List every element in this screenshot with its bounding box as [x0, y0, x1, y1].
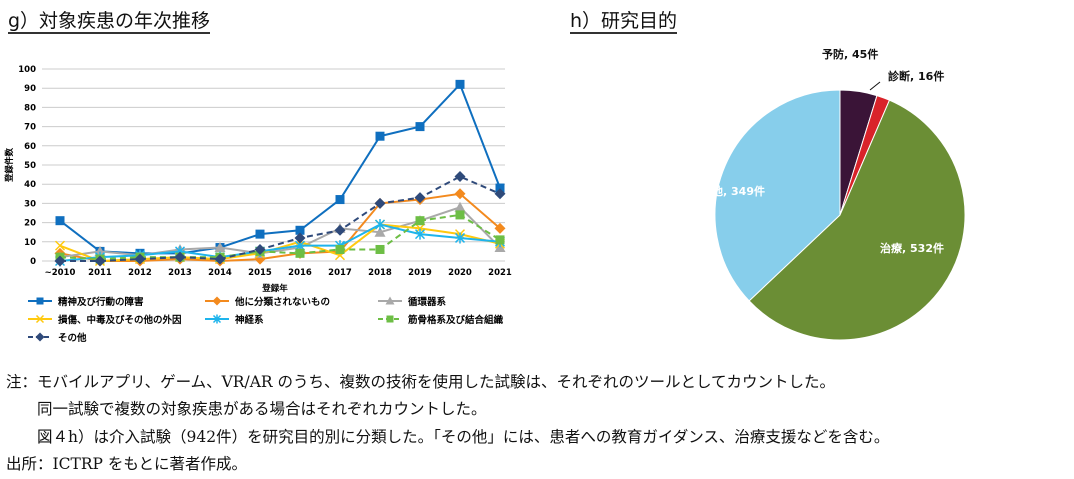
- x-tick-label: ~2010: [45, 268, 76, 278]
- note-2: 同一試験で複数の対象疾患がある場合はそれぞれカウントした。: [6, 400, 487, 418]
- data-point: [54, 240, 66, 251]
- data-point: [36, 297, 44, 305]
- data-point: [374, 219, 386, 231]
- data-point: [375, 131, 385, 141]
- series-line: [59, 223, 501, 262]
- data-point: [415, 216, 425, 226]
- data-point: [495, 235, 505, 245]
- data-point: [414, 228, 426, 240]
- data-point: [454, 188, 466, 200]
- y-tick-label: 100: [18, 65, 36, 75]
- x-tick-label: 2018: [368, 268, 392, 278]
- note-source: 出所：ICTRP をもとに著者作成。: [6, 455, 248, 473]
- data-point: [295, 225, 305, 235]
- data-point: [454, 171, 466, 183]
- data-point: [454, 232, 466, 244]
- legend-label: 筋骨格系及び結合組織: [407, 314, 504, 326]
- label-leader-line: [869, 81, 881, 91]
- note-1: 注：モバイルアプリ、ゲーム、VR/AR のうち、複数の技術を使用した試験は、それ…: [6, 373, 836, 391]
- line-chart-title: g）対象疾患の年次推移: [8, 6, 211, 34]
- data-point: [455, 210, 465, 220]
- x-tick-label: 2017: [328, 268, 352, 278]
- data-point: [334, 224, 346, 236]
- x-tick-label: 2020: [448, 268, 472, 278]
- data-point: [35, 314, 45, 324]
- pie-slice: [748, 99, 966, 341]
- x-tick-label: 2012: [128, 268, 152, 278]
- data-point: [174, 251, 186, 263]
- y-tick-label: 60: [24, 142, 36, 152]
- y-tick-label: 30: [24, 199, 36, 209]
- data-point: [294, 232, 306, 244]
- data-point: [495, 183, 505, 193]
- pie-label: その他, 349件: [690, 184, 765, 198]
- note-3: 図４h）は介入試験（942件）を研究目的別に分類した。「その他」には、患者への教…: [6, 428, 890, 446]
- y-tick-label: 20: [24, 219, 36, 229]
- series-line: [59, 213, 501, 261]
- x-tick-label: 2015: [248, 268, 272, 278]
- data-point: [374, 226, 386, 237]
- data-point: [35, 332, 45, 342]
- pie-label: 診断, 16件: [888, 69, 944, 83]
- y-tick-label: 90: [24, 84, 36, 94]
- data-point: [335, 195, 345, 205]
- y-tick-label: 10: [24, 238, 36, 248]
- data-point: [212, 296, 222, 306]
- series-line: [59, 82, 501, 255]
- data-point: [494, 188, 506, 200]
- legend-label: 他に分類されないもの: [234, 296, 330, 308]
- y-tick-label: 50: [24, 161, 36, 171]
- x-tick-label: 2016: [288, 268, 312, 278]
- legend-label: 損傷、中毒及びその他の外因: [58, 314, 182, 326]
- data-point: [255, 229, 265, 239]
- data-point: [385, 296, 395, 305]
- pie-chart-title-text: h）研究目的: [570, 10, 678, 34]
- x-tick-label: 2013: [168, 268, 192, 278]
- data-point: [254, 243, 266, 255]
- y-axis-label: 登録件数: [4, 148, 15, 184]
- y-tick-label: 80: [24, 103, 36, 113]
- x-tick-label: 2019: [408, 268, 432, 278]
- data-point: [295, 248, 305, 258]
- data-point: [134, 253, 146, 265]
- x-tick-label: 2011: [88, 268, 112, 278]
- pie-chart-title: h）研究目的: [570, 6, 678, 34]
- legend-label: 循環器系: [408, 296, 447, 308]
- x-tick-label: 2021: [488, 268, 512, 278]
- data-point: [214, 242, 226, 253]
- data-point: [386, 315, 394, 323]
- series-line: [59, 192, 501, 263]
- pie-label: 予防, 45件: [822, 47, 878, 61]
- line-chart-title-text: g）対象疾患の年次推移: [8, 10, 211, 34]
- pie-slice: [714, 89, 841, 302]
- legend-label: 精神及び行動の障害: [58, 296, 144, 308]
- data-point: [335, 244, 345, 254]
- data-point: [375, 244, 385, 254]
- data-point: [414, 192, 426, 204]
- y-tick-label: 0: [30, 257, 36, 267]
- legend-label: その他: [58, 332, 87, 344]
- data-point: [212, 314, 222, 324]
- data-point: [415, 122, 425, 132]
- pie-label: 治療, 532件: [880, 241, 944, 255]
- data-point: [374, 197, 386, 209]
- data-point: [254, 253, 266, 265]
- data-point: [454, 201, 466, 212]
- y-tick-label: 40: [24, 180, 36, 190]
- data-point: [94, 255, 106, 267]
- x-axis-label: 登録年: [261, 283, 288, 294]
- data-point: [55, 216, 65, 226]
- data-point: [214, 253, 226, 265]
- legend-label: 神経系: [235, 314, 264, 326]
- series-line: [60, 175, 501, 262]
- x-tick-label: 2014: [208, 268, 232, 278]
- y-tick-label: 70: [24, 123, 36, 133]
- data-point: [494, 222, 506, 234]
- data-point: [455, 79, 465, 89]
- data-point: [54, 255, 66, 267]
